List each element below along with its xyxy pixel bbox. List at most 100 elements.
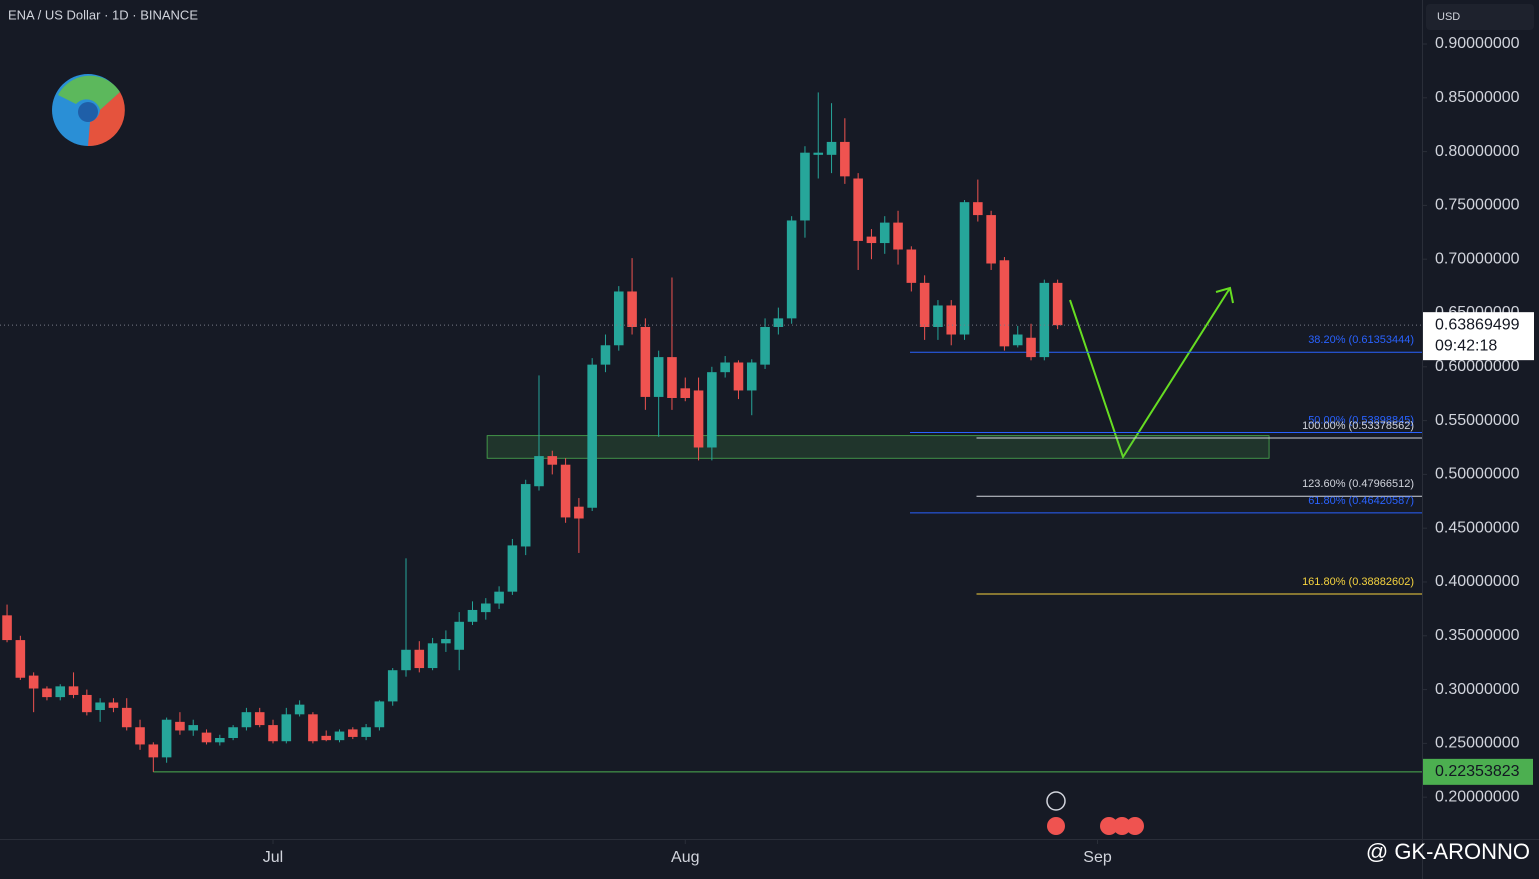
demand-zone	[486, 435, 1270, 459]
candle-body	[680, 388, 691, 398]
candle-body	[348, 729, 358, 737]
candle	[241, 707, 252, 731]
candle-body	[587, 364, 597, 508]
candle	[135, 719, 145, 750]
candle-body	[973, 202, 983, 216]
candle-body	[228, 727, 238, 738]
candle-body	[640, 326, 651, 397]
y-tick-label: 0.45000000	[1435, 519, 1520, 536]
candle-body	[560, 464, 571, 518]
candle	[534, 375, 544, 491]
candle-body	[707, 372, 717, 448]
candle-body	[919, 282, 930, 327]
candle	[427, 637, 438, 671]
candle-body	[853, 178, 863, 241]
candle	[720, 356, 730, 378]
candle	[933, 300, 943, 340]
candle	[361, 724, 371, 741]
fib-label: 50.00% (0.53898845)	[1308, 414, 1414, 426]
candle	[959, 200, 970, 340]
candle	[600, 334, 611, 373]
candle-body	[879, 222, 890, 244]
candle	[121, 698, 132, 731]
candle-body	[613, 291, 624, 346]
fib-label: 38.20% (0.61353444)	[1308, 334, 1414, 346]
candle	[560, 458, 571, 523]
candle-body	[374, 701, 385, 728]
candle-body	[1052, 282, 1063, 326]
countdown-label: 09:42:18	[1435, 337, 1497, 354]
candle-body	[2, 615, 12, 641]
candle-body	[121, 707, 132, 728]
candle-body	[427, 643, 438, 669]
candle	[42, 686, 52, 701]
candle	[148, 742, 159, 772]
candle-body	[254, 712, 265, 726]
candle	[188, 719, 199, 736]
candle-body	[786, 220, 797, 319]
currency-label[interactable]: USD	[1437, 11, 1460, 23]
candle	[215, 734, 225, 746]
candle-body	[600, 345, 611, 365]
candle	[919, 275, 930, 340]
candle	[826, 103, 837, 174]
y-tick-label: 0.20000000	[1435, 788, 1520, 805]
fib-label: 100.00% (0.53378562)	[1302, 420, 1414, 432]
candle-body	[148, 744, 159, 758]
candle	[15, 635, 26, 680]
candle	[481, 598, 491, 620]
logo	[52, 74, 125, 147]
candle-body	[308, 714, 318, 742]
candle-body	[82, 694, 92, 713]
candle	[813, 92, 824, 179]
candle	[254, 707, 265, 728]
last-price-label: 0.63869499	[1435, 316, 1520, 333]
candle-body	[813, 152, 824, 155]
candle-body	[933, 305, 943, 327]
candle-body	[414, 649, 425, 669]
candle	[680, 377, 691, 402]
candle	[308, 712, 318, 744]
candle-body	[760, 326, 770, 365]
candle-body	[840, 141, 850, 177]
candle	[853, 173, 863, 270]
candle-body	[653, 357, 664, 397]
candle-body	[1026, 337, 1036, 358]
y-tick-label: 0.90000000	[1435, 35, 1520, 52]
candle	[760, 318, 770, 369]
candle	[946, 300, 957, 346]
candle	[1012, 325, 1023, 348]
candle-body	[547, 456, 558, 465]
candle	[1026, 323, 1036, 361]
candle	[986, 210, 996, 270]
candle-body	[15, 640, 26, 678]
candle-body	[334, 731, 345, 741]
y-tick-label: 0.35000000	[1435, 627, 1520, 644]
candle	[999, 257, 1010, 351]
candle	[387, 668, 398, 706]
candle	[707, 366, 717, 461]
candle	[228, 725, 238, 741]
candle-body	[387, 670, 398, 702]
candle	[1052, 279, 1063, 330]
candle	[467, 601, 478, 626]
candle	[520, 479, 531, 556]
candle-body	[481, 603, 491, 613]
candle	[773, 307, 784, 335]
currency-box[interactable]	[1426, 4, 1534, 30]
candle-body	[999, 260, 1010, 347]
candle	[175, 712, 185, 735]
candle	[401, 558, 411, 677]
fib-label: 61.80% (0.46420587)	[1308, 495, 1414, 507]
candle	[68, 672, 79, 699]
candle	[746, 359, 757, 416]
candle-body	[175, 721, 185, 731]
candle-body	[866, 236, 877, 244]
candle-body	[401, 649, 411, 671]
candle	[374, 700, 385, 731]
y-tick-label: 0.50000000	[1435, 466, 1520, 483]
candle-body	[667, 357, 677, 398]
candle	[55, 684, 66, 701]
candle-body	[800, 152, 810, 221]
